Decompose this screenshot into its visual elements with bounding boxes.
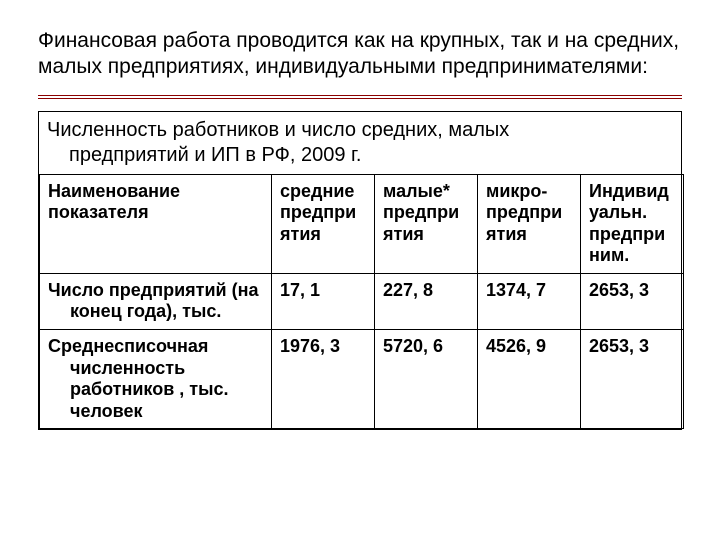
table-row: Число предприятий (на конец года), тыс. … [40, 273, 684, 329]
data-table-wrap: Численность работников и число средних, … [38, 111, 682, 431]
cell: 2653, 3 [581, 273, 684, 329]
table-title: Численность работников и число средних, … [39, 112, 681, 174]
col-header-3: микро-предприятия [478, 174, 581, 273]
row-label: Число предприятий (на конец года), тыс. [40, 273, 272, 329]
cell: 1976, 3 [272, 330, 375, 429]
cell: 17, 1 [272, 273, 375, 329]
row-label-l2: численность работников , тыс. человек [48, 358, 263, 423]
table-title-line2: предприятий и ИП в РФ, 2009 г. [47, 143, 673, 168]
data-table: Наименование показателя средние предприя… [39, 174, 684, 430]
table-row: Среднесписочная численность работников ,… [40, 330, 684, 429]
row-label: Среднесписочная численность работников ,… [40, 330, 272, 429]
cell: 5720, 6 [375, 330, 478, 429]
col-header-1: средние предприятия [272, 174, 375, 273]
row-label-l2: конец года), тыс. [48, 301, 263, 323]
cell: 2653, 3 [581, 330, 684, 429]
row-label-l1: Число предприятий (на [48, 280, 258, 300]
divider-rule [38, 95, 682, 99]
slide-heading: Финансовая работа проводится как на круп… [38, 28, 682, 81]
col-header-name-l2: показателя [48, 202, 149, 222]
cell: 1374, 7 [478, 273, 581, 329]
row-label-l1: Среднесписочная [48, 336, 208, 356]
col-header-name-l1: Наименование [48, 181, 180, 201]
table-title-line1: Численность работников и число средних, … [47, 119, 509, 141]
table-header-row: Наименование показателя средние предприя… [40, 174, 684, 273]
cell: 4526, 9 [478, 330, 581, 429]
col-header-4: Индивидуальн. предприним. [581, 174, 684, 273]
cell: 227, 8 [375, 273, 478, 329]
col-header-name: Наименование показателя [40, 174, 272, 273]
col-header-2: малые* предприятия [375, 174, 478, 273]
